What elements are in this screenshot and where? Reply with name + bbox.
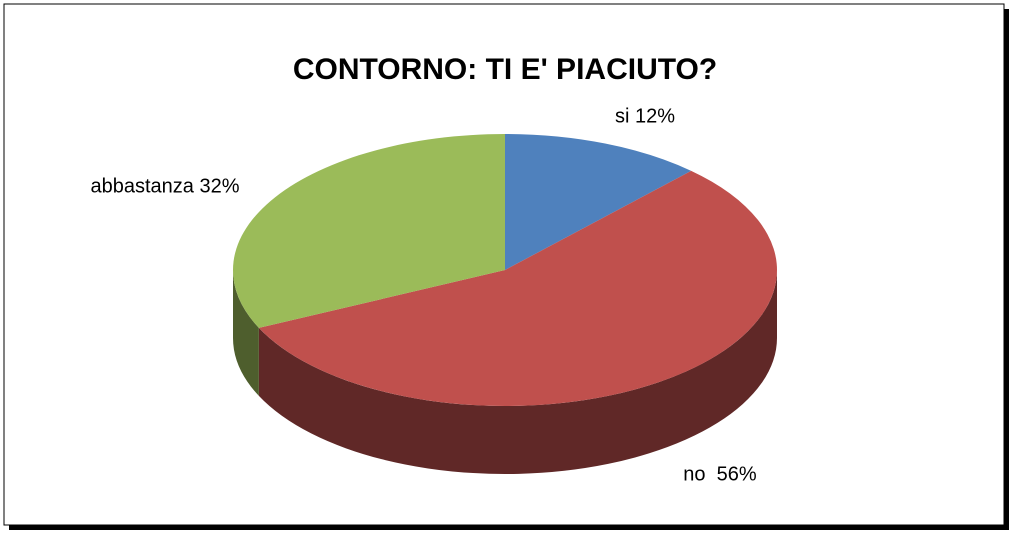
- chart-title: CONTORNO: TI E' PIACIUTO?: [293, 53, 717, 86]
- data-label: no 56%: [683, 463, 757, 485]
- data-label: si 12%: [615, 105, 675, 127]
- data-label: abbastanza 32%: [90, 175, 239, 197]
- pie-side: [258, 270, 777, 474]
- pie-slice: [258, 170, 777, 406]
- pie-slice: [232, 134, 505, 328]
- pie-slice: [505, 134, 692, 270]
- pie-side: [233, 270, 259, 396]
